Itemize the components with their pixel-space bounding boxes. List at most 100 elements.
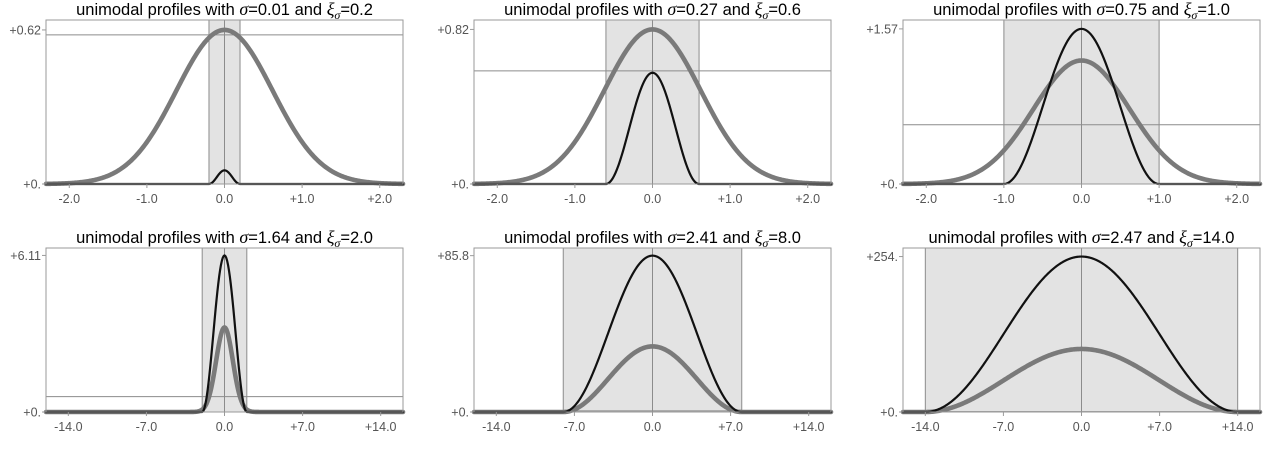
- x-tick-label: +14.0: [1222, 420, 1254, 434]
- x-tick-label: -7.0: [993, 420, 1015, 434]
- title-symbol: σ: [667, 0, 677, 19]
- title-text: =0.27: [676, 1, 718, 19]
- x-tick-label: -7.0: [564, 420, 586, 434]
- title-subscript: σ: [1191, 8, 1198, 22]
- title-symbol: σ: [239, 227, 249, 247]
- title-symbol: ξ: [327, 0, 335, 19]
- panel-6: -14.0 -7.0 0.0 +7.0 +14.0 +0. +254. unimodal pr…: [866, 227, 1263, 434]
- y-tick-label: +0.82: [437, 23, 469, 37]
- panel-title: unimodal profiles with σ=2.41 and ξσ=8.0: [504, 227, 801, 250]
- panel-title: unimodal profiles with σ=0.01 and ξσ=0.2: [76, 0, 373, 22]
- x-tick-label: +7.0: [1147, 420, 1172, 434]
- title-text: =2.0: [340, 229, 373, 247]
- y-tick-label: +0.: [880, 178, 898, 192]
- title-symbol: σ: [239, 0, 249, 19]
- panel-title: unimodal profiles with σ=0.75 and ξσ=1.0: [933, 0, 1230, 22]
- x-tick-label: +7.0: [290, 420, 315, 434]
- title-text: =0.01: [248, 1, 290, 19]
- panel-3: -2.0 -1.0 0.0 +1.0 +2.0 +0. +1.57 unimodal prof…: [866, 0, 1263, 206]
- x-tick-label: +2.0: [795, 192, 820, 206]
- x-tick-label: +1.0: [290, 192, 315, 206]
- y-tick-label: +254.: [866, 250, 898, 264]
- x-tick-label: 0.0: [644, 192, 661, 206]
- y-tick-label: +0.62: [9, 23, 41, 37]
- title-symbol: ξ: [1179, 227, 1187, 247]
- x-tick-label: 0.0: [644, 420, 661, 434]
- x-tick-label: -2.0: [59, 192, 81, 206]
- y-tick-label: +1.57: [866, 22, 898, 36]
- title-text: =2.41: [676, 229, 718, 247]
- title-text: unimodal profiles with: [76, 1, 239, 19]
- title-text: =8.0: [768, 229, 801, 247]
- title-text: unimodal profiles with: [504, 1, 667, 19]
- panel-1: -2.0 -1.0 0.0 +1.0 +2.0 +0. +0.62 unimodal prof…: [9, 0, 406, 206]
- panel-4: -14.0 -7.0 0.0 +7.0 +14.0 +0. +6.11 unimodal pr…: [10, 227, 406, 434]
- title-symbol: ξ: [327, 227, 335, 247]
- title-symbol: ξ: [1184, 0, 1192, 19]
- y-tick-label: +0.: [880, 406, 898, 420]
- title-symbol: σ: [1092, 227, 1102, 247]
- x-tick-label: 0.0: [216, 192, 233, 206]
- x-tick-label: -7.0: [136, 420, 158, 434]
- title-subscript: σ: [1187, 236, 1194, 250]
- y-tick-label: +0.: [23, 406, 41, 420]
- panel-2: -2.0 -1.0 0.0 +1.0 +2.0 +0. +0.82 unimodal prof…: [437, 0, 834, 206]
- x-tick-label: -2.0: [487, 192, 509, 206]
- x-tick-label: -14.0: [911, 420, 940, 434]
- y-tick-label: +85.8: [437, 249, 469, 263]
- x-tick-label: -14.0: [482, 420, 511, 434]
- title-text: =1.64: [248, 229, 290, 247]
- title-text: unimodal profiles with: [933, 1, 1096, 19]
- series-thick-gray: [900, 58, 1263, 187]
- title-text: =14.0: [1193, 229, 1235, 247]
- x-tick-label: +7.0: [718, 420, 743, 434]
- title-symbol: σ: [1096, 0, 1106, 19]
- x-tick-label: -2.0: [916, 192, 938, 206]
- title-text: =2.47: [1101, 229, 1143, 247]
- title-text: =1.0: [1197, 1, 1230, 19]
- title-symbol: ξ: [755, 227, 763, 247]
- x-tick-label: +1.0: [1147, 192, 1172, 206]
- x-tick-label: 0.0: [216, 420, 233, 434]
- series-thick-gray: [900, 346, 1263, 415]
- title-text: and: [290, 1, 327, 19]
- series-thin-black: [901, 255, 1262, 414]
- panel-5: -14.0 -7.0 0.0 +7.0 +14.0 +0. +85.8 unimodal pr…: [437, 227, 834, 434]
- title-text: and: [1142, 229, 1179, 247]
- title-text: unimodal profiles with: [76, 229, 239, 247]
- x-tick-label: +14.0: [793, 420, 825, 434]
- title-text: and: [718, 229, 755, 247]
- title-subscript: σ: [334, 8, 341, 22]
- x-tick-label: -1.0: [564, 192, 586, 206]
- series-thick-gray: [471, 27, 834, 187]
- x-tick-label: -1.0: [993, 192, 1015, 206]
- title-text: and: [290, 229, 327, 247]
- title-subscript: σ: [334, 236, 341, 250]
- title-text: =0.6: [768, 1, 801, 19]
- title-symbol: σ: [667, 227, 677, 247]
- y-tick-label: +6.11: [10, 249, 41, 263]
- x-tick-label: +2.0: [1224, 192, 1249, 206]
- title-text: =0.75: [1105, 1, 1147, 19]
- title-symbol: ξ: [755, 0, 763, 19]
- series-thick-gray: [43, 27, 406, 187]
- y-tick-label: +0.: [23, 178, 41, 192]
- x-tick-label: -1.0: [136, 192, 158, 206]
- x-tick-label: 0.0: [1073, 192, 1090, 206]
- y-tick-label: +0.: [451, 406, 469, 420]
- x-tick-label: +14.0: [365, 420, 397, 434]
- x-tick-label: 0.0: [1073, 420, 1090, 434]
- title-text: and: [718, 1, 755, 19]
- title-subscript: σ: [762, 8, 769, 22]
- title-text: and: [1147, 1, 1184, 19]
- panel-title: unimodal profiles with σ=2.47 and ξσ=14.…: [929, 227, 1235, 250]
- title-subscript: σ: [762, 236, 769, 250]
- panel-title: unimodal profiles with σ=0.27 and ξσ=0.6: [504, 0, 801, 22]
- panel-title: unimodal profiles with σ=1.64 and ξσ=2.0: [76, 227, 373, 250]
- x-tick-label: -14.0: [54, 420, 83, 434]
- y-tick-label: +0.: [451, 178, 469, 192]
- x-tick-label: +2.0: [367, 192, 392, 206]
- title-text: unimodal profiles with: [929, 229, 1092, 247]
- title-text: =0.2: [340, 1, 373, 19]
